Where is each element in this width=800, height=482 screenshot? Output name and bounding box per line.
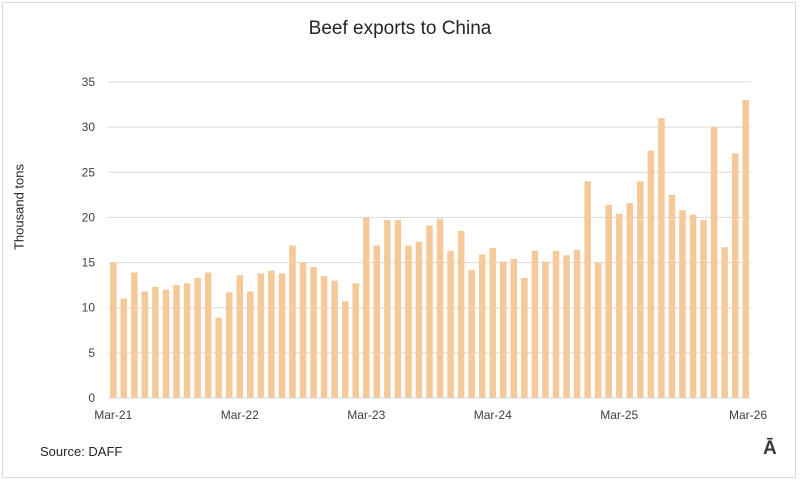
y-tick-label: 0 (88, 391, 95, 405)
bar (131, 272, 138, 398)
bar (426, 225, 433, 398)
bar (436, 219, 444, 398)
bar (605, 204, 612, 398)
bar (563, 255, 570, 398)
bar (531, 250, 539, 398)
bar (415, 241, 423, 398)
source-label: Source: DAFF (40, 444, 123, 459)
bar (162, 289, 170, 398)
bar (141, 291, 149, 398)
bars (110, 100, 749, 399)
bar (384, 220, 391, 398)
bar (331, 280, 338, 398)
bar (731, 153, 739, 398)
bar (394, 220, 402, 398)
bar (362, 217, 370, 398)
bar (247, 291, 254, 398)
bar (468, 269, 475, 398)
bar (152, 286, 159, 398)
bar (236, 275, 244, 398)
bar (405, 245, 412, 398)
bar (710, 127, 718, 399)
bar (120, 298, 128, 398)
bar (194, 277, 201, 398)
bar (542, 261, 549, 398)
bar (173, 285, 180, 398)
bar (668, 194, 676, 398)
bar (268, 270, 275, 398)
y-tick-labels: 0 5 10 15 20 25 30 35 (82, 75, 96, 405)
bar (310, 267, 317, 398)
bar (447, 250, 454, 398)
y-tick-label: 20 (82, 210, 96, 224)
bar (510, 258, 518, 398)
y-tick-label: 15 (82, 256, 96, 270)
bar (594, 262, 602, 398)
bar (658, 118, 665, 398)
bar (299, 262, 307, 398)
bar (215, 317, 222, 398)
bar (552, 250, 560, 398)
bar (721, 247, 728, 398)
bar (689, 214, 697, 398)
bar (341, 301, 349, 398)
y-tick-label: 5 (88, 346, 95, 360)
y-tick-label: 30 (82, 120, 96, 134)
bar (647, 150, 655, 398)
bar (615, 213, 623, 398)
bar (373, 245, 381, 398)
bar (352, 283, 359, 398)
bar (278, 273, 286, 398)
y-tick-label: 35 (82, 75, 96, 89)
bar (626, 202, 634, 398)
bar (700, 220, 707, 398)
bar (584, 181, 591, 398)
x-tick-label: Mar-24 (474, 408, 512, 422)
bar (573, 249, 581, 398)
bar (257, 273, 265, 398)
bar (457, 230, 465, 398)
bar (204, 272, 212, 398)
bar (489, 248, 497, 398)
bar (500, 261, 507, 398)
bar (679, 210, 686, 398)
y-tick-label: 10 (82, 301, 96, 315)
x-tick-label: Mar-25 (600, 408, 638, 422)
bar (521, 277, 528, 398)
bar (637, 181, 644, 398)
y-tick-label: 25 (82, 165, 96, 179)
bar (225, 292, 233, 398)
x-tick-label: Mar-22 (221, 408, 259, 422)
x-tick-labels: Mar-21 Mar-22 Mar-23 Mar-24 Mar-25 Mar-26 (94, 408, 767, 422)
x-tick-label: Mar-23 (347, 408, 385, 422)
x-tick-label: Mar-21 (94, 408, 132, 422)
bar (320, 276, 328, 398)
bar (183, 283, 191, 398)
brand-logo: Ā (763, 438, 777, 459)
chart-title: Beef exports to China (308, 18, 492, 39)
x-tick-label: Mar-26 (729, 408, 767, 422)
bar (478, 254, 486, 398)
bar (110, 262, 117, 398)
bar (742, 100, 749, 399)
bar (289, 245, 296, 398)
